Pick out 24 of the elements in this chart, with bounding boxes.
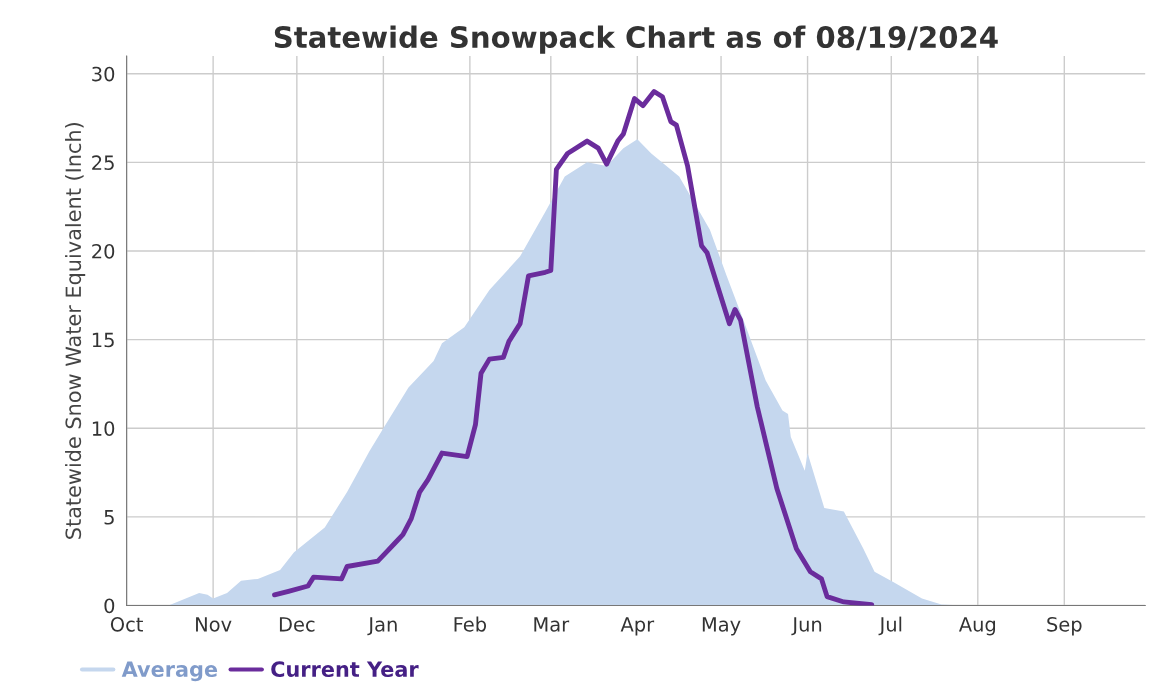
x-tick-label: Jul [878, 616, 902, 636]
y-tick-label: 5 [104, 510, 114, 525]
x-tick-label: Jan [367, 617, 397, 636]
x-tick-label: Nov [196, 617, 232, 632]
chart-title: Statewide Snowpack Chart as of 08/19/2024 [274, 25, 998, 54]
x-tick-label: Feb [454, 616, 487, 632]
x-tick-label: Apr [620, 617, 655, 636]
x-tick-label: Sep [1047, 616, 1082, 636]
y-tick-label: 20 [92, 243, 115, 259]
line-series [272, 89, 875, 606]
x-tick-label: Mar [534, 617, 570, 632]
y-tick-label: 25 [92, 155, 114, 171]
y-tick-label: 30 [92, 66, 115, 82]
legend-label: Current Year [271, 661, 419, 678]
legend-label: Average [121, 661, 218, 682]
y-tick-label: 0 [104, 598, 115, 614]
y-tick-label: 15 [92, 332, 114, 348]
x-tick-label: Dec [279, 617, 315, 632]
y-tick-label: 10 [92, 421, 115, 436]
x-tick-label: Jun [791, 617, 822, 636]
x-tick-label: May [702, 617, 741, 636]
x-tick-label: Oct [110, 616, 143, 632]
y-axis-title: Statewide Snow Water Equivalent (Inch) [65, 123, 86, 539]
x-tick-label: Aug [958, 617, 996, 636]
